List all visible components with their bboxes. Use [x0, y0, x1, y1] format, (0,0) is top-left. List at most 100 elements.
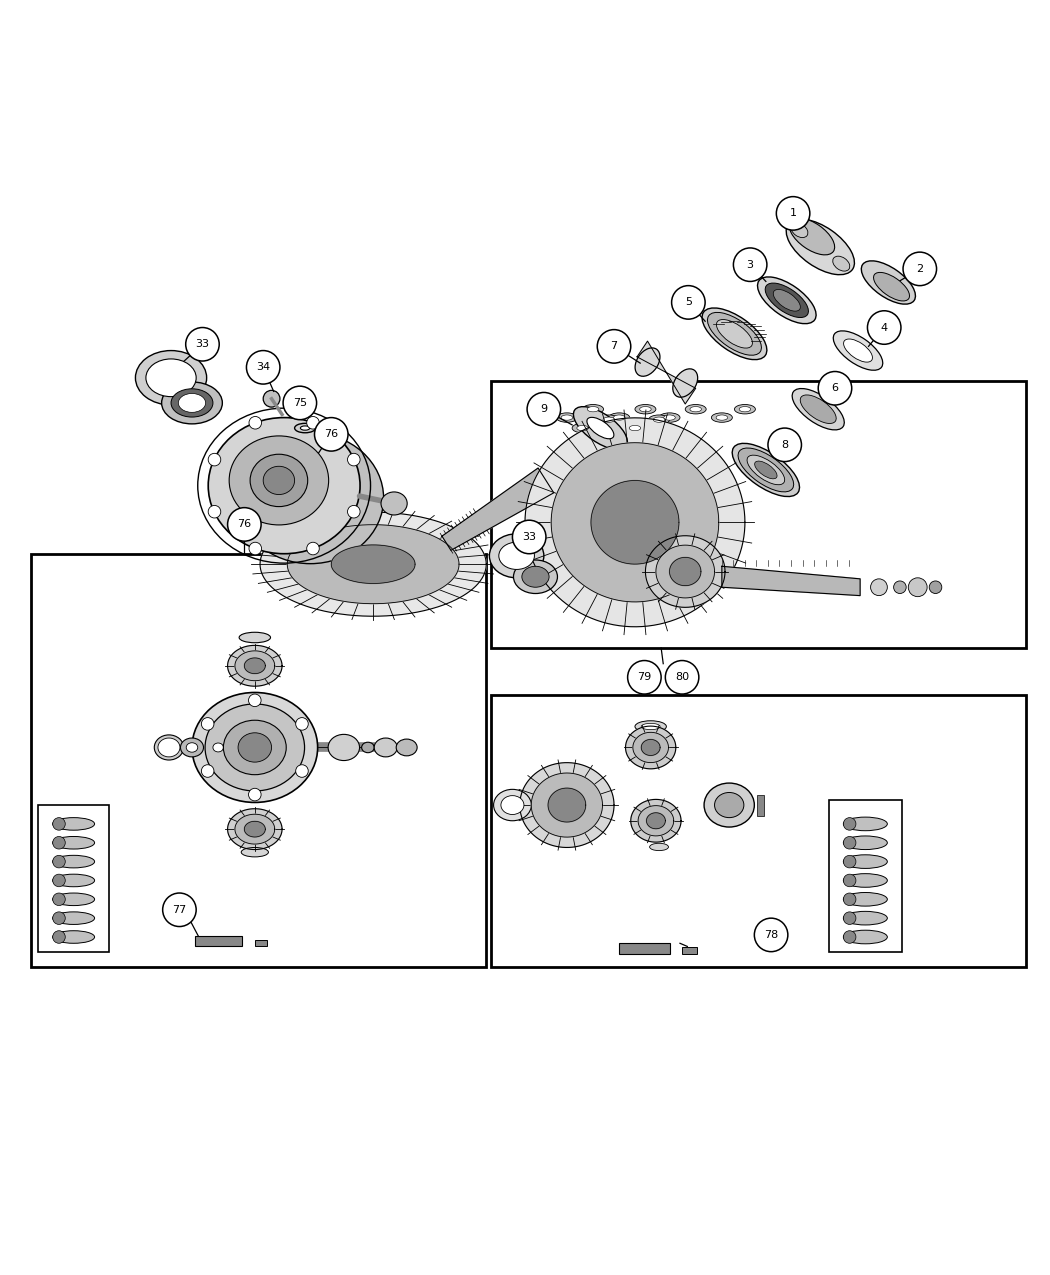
Polygon shape	[591, 481, 679, 564]
Polygon shape	[228, 645, 282, 686]
Circle shape	[307, 417, 319, 430]
Circle shape	[894, 581, 906, 594]
Ellipse shape	[715, 793, 743, 817]
Ellipse shape	[154, 734, 184, 760]
Ellipse shape	[396, 740, 417, 756]
Bar	[30, 553, 486, 968]
Ellipse shape	[522, 566, 549, 588]
Circle shape	[315, 418, 348, 451]
Bar	[195, 936, 243, 946]
Circle shape	[908, 578, 927, 597]
Polygon shape	[551, 442, 719, 602]
Circle shape	[208, 454, 220, 465]
Ellipse shape	[583, 404, 604, 414]
Ellipse shape	[52, 912, 94, 924]
Ellipse shape	[843, 856, 856, 868]
Ellipse shape	[843, 339, 873, 362]
Circle shape	[512, 520, 546, 553]
Circle shape	[776, 196, 810, 230]
Ellipse shape	[328, 734, 359, 761]
Text: 8: 8	[781, 440, 789, 450]
Ellipse shape	[673, 368, 697, 398]
Ellipse shape	[598, 414, 620, 425]
Circle shape	[628, 660, 662, 694]
Ellipse shape	[572, 423, 593, 432]
Circle shape	[202, 718, 214, 731]
Polygon shape	[637, 342, 696, 404]
Ellipse shape	[649, 414, 670, 425]
Text: 1: 1	[790, 208, 797, 218]
Ellipse shape	[659, 413, 680, 422]
Ellipse shape	[686, 404, 707, 414]
Ellipse shape	[587, 417, 614, 439]
Polygon shape	[670, 557, 701, 585]
Polygon shape	[288, 525, 459, 603]
Circle shape	[249, 417, 261, 430]
Circle shape	[307, 542, 319, 555]
Ellipse shape	[843, 817, 887, 831]
Ellipse shape	[800, 395, 836, 423]
Polygon shape	[525, 418, 744, 627]
Circle shape	[296, 765, 309, 778]
Polygon shape	[626, 725, 676, 769]
Ellipse shape	[52, 892, 65, 905]
Ellipse shape	[603, 417, 614, 422]
Text: 9: 9	[541, 404, 547, 414]
Ellipse shape	[843, 912, 887, 924]
Circle shape	[818, 371, 852, 405]
Bar	[828, 799, 902, 951]
Text: 7: 7	[610, 342, 617, 352]
Ellipse shape	[374, 738, 397, 757]
Ellipse shape	[843, 836, 887, 849]
Bar	[491, 381, 1026, 648]
Circle shape	[870, 579, 887, 595]
Ellipse shape	[843, 836, 856, 849]
Ellipse shape	[833, 256, 849, 272]
Ellipse shape	[625, 423, 646, 432]
Bar	[491, 695, 1026, 968]
Ellipse shape	[381, 492, 407, 515]
Polygon shape	[235, 815, 275, 844]
Polygon shape	[631, 799, 681, 842]
Circle shape	[228, 507, 261, 541]
Ellipse shape	[765, 283, 808, 317]
Polygon shape	[331, 544, 415, 584]
Circle shape	[348, 505, 360, 518]
Polygon shape	[245, 658, 266, 673]
Ellipse shape	[52, 836, 65, 849]
Text: 4: 4	[881, 323, 887, 333]
Text: 79: 79	[637, 672, 651, 682]
Ellipse shape	[843, 817, 856, 830]
Bar	[38, 805, 109, 951]
Ellipse shape	[861, 261, 916, 305]
Bar	[757, 794, 763, 816]
Bar	[620, 944, 670, 954]
Ellipse shape	[635, 720, 667, 732]
Circle shape	[527, 393, 561, 426]
Ellipse shape	[135, 351, 207, 405]
Ellipse shape	[192, 692, 318, 802]
Ellipse shape	[178, 394, 206, 412]
Ellipse shape	[716, 320, 753, 348]
Text: 2: 2	[917, 264, 923, 274]
Polygon shape	[633, 732, 669, 762]
Ellipse shape	[734, 404, 755, 414]
Ellipse shape	[786, 219, 855, 274]
Circle shape	[348, 454, 360, 465]
Ellipse shape	[642, 723, 660, 729]
Ellipse shape	[264, 390, 280, 407]
Circle shape	[249, 788, 261, 801]
Ellipse shape	[513, 560, 558, 594]
Ellipse shape	[300, 426, 310, 430]
Text: 78: 78	[764, 929, 778, 940]
Circle shape	[597, 330, 631, 363]
Ellipse shape	[224, 720, 287, 775]
Ellipse shape	[237, 432, 383, 564]
Ellipse shape	[773, 289, 800, 311]
Polygon shape	[520, 762, 614, 848]
Text: 76: 76	[324, 430, 338, 440]
Ellipse shape	[489, 534, 544, 578]
Circle shape	[296, 718, 309, 731]
Ellipse shape	[576, 426, 588, 431]
Polygon shape	[228, 808, 282, 849]
